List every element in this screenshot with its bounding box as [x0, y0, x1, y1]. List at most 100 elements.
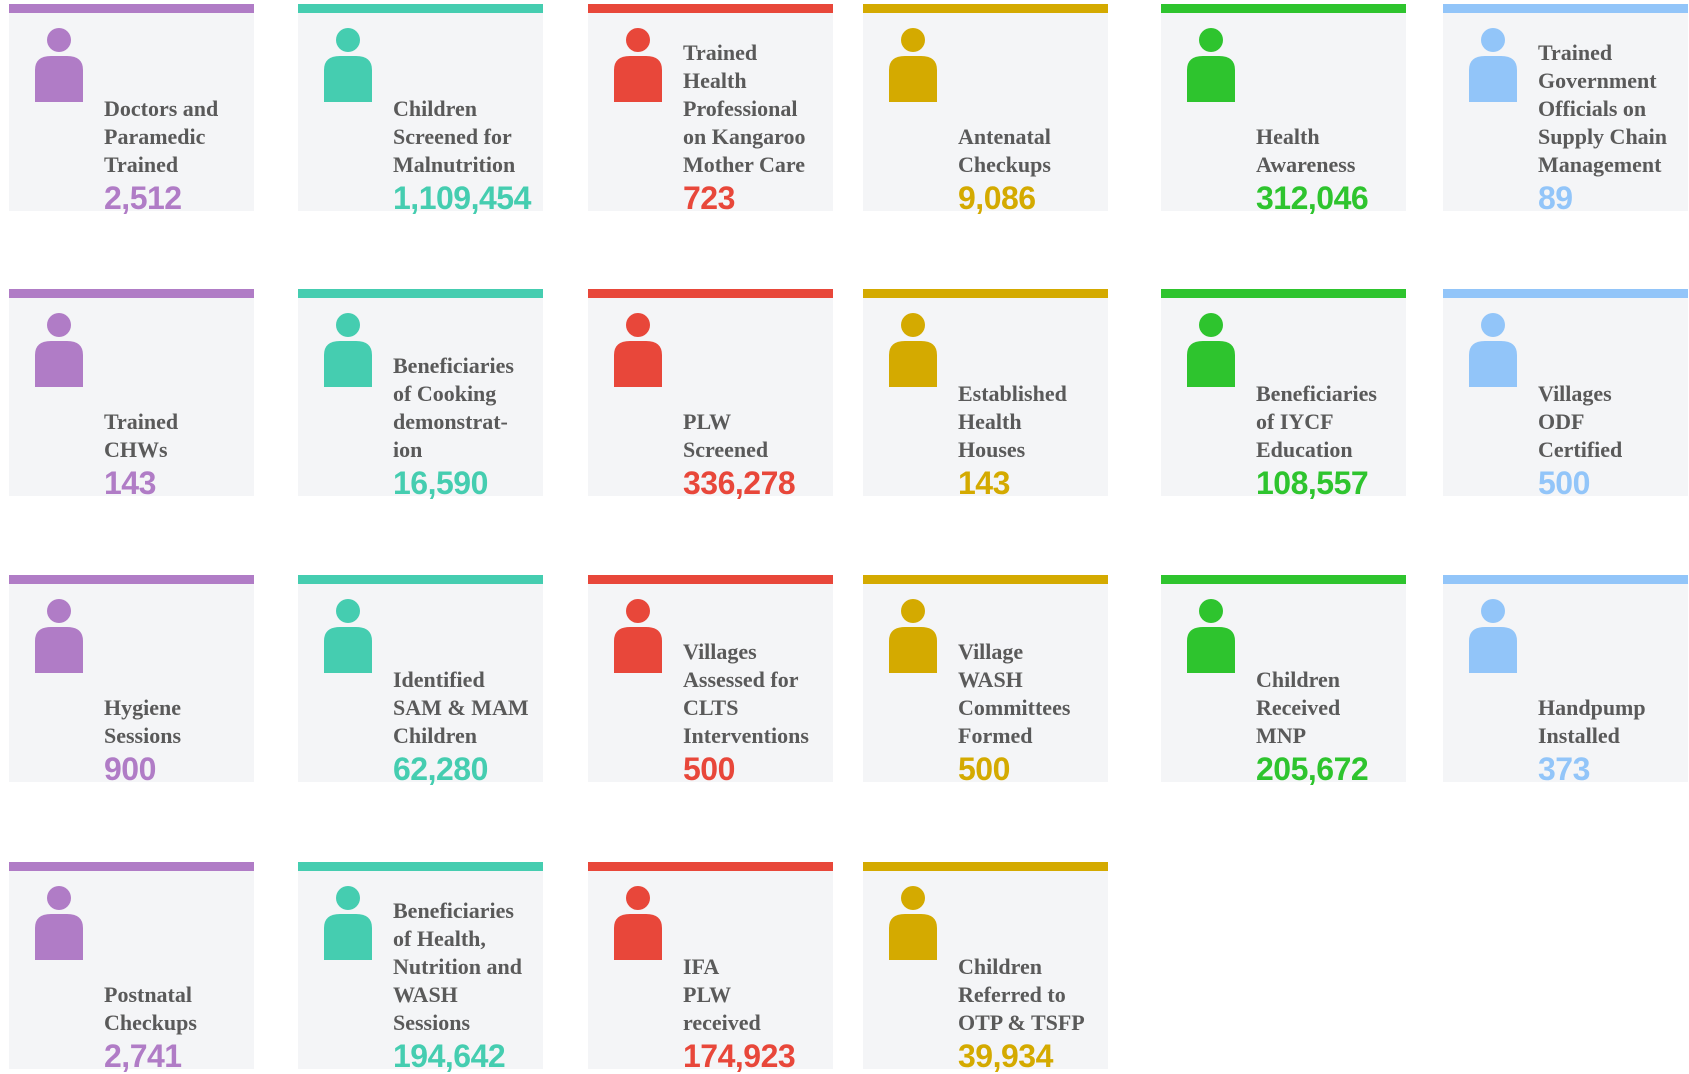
- card-label: Beneficiaries of Cooking demonstrat-ion: [393, 352, 514, 464]
- card-value: 900: [104, 751, 156, 787]
- card-label-line: Established: [958, 381, 1067, 406]
- card-label-line: PLW: [683, 982, 732, 1007]
- card-label-line: Checkups: [104, 1010, 197, 1035]
- card-label-line: Assessed for: [683, 667, 799, 692]
- card-icon: [889, 28, 937, 102]
- card-label-line: Mother Care: [683, 152, 805, 177]
- stat-card: Identified SAM & MAM Children 62,280: [298, 575, 543, 787]
- card-icon: [35, 886, 83, 960]
- card-icon: [1469, 599, 1517, 673]
- card-label: Identified SAM & MAM Children: [393, 666, 529, 750]
- card-label-line: CHWs: [104, 437, 168, 462]
- card-value: 373: [1538, 751, 1590, 787]
- card-icon: [614, 599, 662, 673]
- card-label-line: Installed: [1538, 723, 1620, 748]
- card-label: Handpump Installed: [1538, 694, 1646, 750]
- card-icon: [889, 886, 937, 960]
- stat-card: PLW Screened 336,278: [588, 289, 833, 501]
- card-label-line: WASH: [393, 982, 458, 1007]
- card-label-line: Villages: [683, 639, 757, 664]
- card-accent-bar: [9, 289, 254, 298]
- card-label-line: of IYCF: [1256, 409, 1334, 434]
- stat-card: Postnatal Checkups 2,741: [9, 862, 254, 1074]
- card-label: Villages ODF Certified: [1538, 380, 1622, 464]
- card-label: Children Received MNP: [1256, 666, 1340, 750]
- card-icon: [35, 28, 83, 102]
- card-label-line: SAM & MAM: [393, 695, 529, 720]
- card-value: 336,278: [683, 465, 796, 501]
- card-value: 174,923: [683, 1038, 796, 1074]
- card-label-line: Village: [958, 639, 1024, 664]
- card-label-line: Certified: [1538, 437, 1623, 462]
- card-label-line: of Cooking: [393, 381, 497, 406]
- card-label-line: Malnutrition: [393, 152, 516, 177]
- card-label-line: Trained: [1538, 40, 1613, 65]
- card-accent-bar: [588, 575, 833, 584]
- card-label: Doctors and Paramedic Trained: [104, 95, 218, 179]
- card-icon: [1187, 599, 1235, 673]
- card-label-line: Beneficiaries: [393, 353, 514, 378]
- card-label: Children Referred to OTP & TSFP: [958, 953, 1085, 1037]
- card-label-line: Doctors and: [104, 96, 219, 121]
- stat-card: Villages Assessed for CLTS Interventions 500: [588, 575, 833, 787]
- stat-card: Health Awareness 312,046: [1161, 4, 1406, 216]
- card-label-line: Hygiene: [104, 695, 181, 720]
- card-label-line: Awareness: [1256, 152, 1356, 177]
- card-value: 143: [104, 465, 156, 501]
- card-label-line: Sessions: [393, 1010, 471, 1035]
- card-accent-bar: [1161, 575, 1406, 584]
- card-accent-bar: [298, 289, 543, 298]
- stat-card: Doctors and Paramedic Trained 2,512: [9, 4, 254, 216]
- card-value: 9,086: [958, 180, 1036, 216]
- card-label-line: Received: [1256, 695, 1341, 720]
- card-accent-bar: [1443, 575, 1688, 584]
- stat-card: Children Screened for Malnutrition 1,109,45…: [298, 4, 543, 216]
- card-label-line: Beneficiaries: [393, 898, 514, 923]
- card-label-line: Nutrition and: [393, 954, 522, 979]
- stat-card: Established Health Houses 143: [863, 289, 1108, 501]
- card-accent-bar: [9, 862, 254, 871]
- card-accent-bar: [298, 575, 543, 584]
- card-accent-bar: [863, 289, 1108, 298]
- card-label-line: Handpump: [1538, 695, 1646, 720]
- card-label-line: Management: [1538, 152, 1662, 177]
- card-icon: [614, 28, 662, 102]
- card-label-line: Children: [1256, 667, 1340, 692]
- stat-card: Trained Government Officials on Supply Chai…: [1443, 4, 1688, 216]
- card-label-line: Identified: [393, 667, 485, 692]
- card-value: 39,934: [958, 1038, 1053, 1074]
- stat-card: Handpump Installed 373: [1443, 575, 1688, 787]
- card-label-line: Children: [393, 96, 477, 121]
- card-label-line: Trained: [104, 409, 179, 434]
- card-label-line: Checkups: [958, 152, 1051, 177]
- card-label-line: received: [683, 1010, 761, 1035]
- card-icon: [324, 28, 372, 102]
- card-value: 723: [683, 180, 735, 216]
- card-label-line: WASH: [958, 667, 1023, 692]
- stat-card: Antenatal Checkups 9,086: [863, 4, 1108, 216]
- card-label-line: Villages: [1538, 381, 1612, 406]
- card-label: Beneficiaries of Health, Nutrition and WASH…: [393, 897, 522, 1037]
- card-label-line: Formed: [958, 723, 1033, 748]
- stat-card: Children Received MNP 205,672: [1161, 575, 1406, 787]
- card-label-line: Postnatal: [104, 982, 192, 1007]
- card-label: Village WASH Committees Formed: [958, 638, 1070, 750]
- card-label: Established Health Houses: [958, 380, 1067, 464]
- card-label-line: Screened: [683, 437, 769, 462]
- card-value: 1,109,454: [393, 180, 531, 216]
- stat-card: Beneficiaries of Cooking demonstrat-ion 16,…: [298, 289, 543, 501]
- card-label-line: Health: [683, 68, 747, 93]
- card-icon: [35, 599, 83, 673]
- card-label: Trained Health Professional on Kangaroo Moth…: [683, 39, 805, 179]
- card-accent-bar: [863, 862, 1108, 871]
- stat-card: Hygiene Sessions 900: [9, 575, 254, 787]
- card-label-line: ion: [393, 437, 423, 462]
- card-label: Postnatal Checkups: [104, 981, 197, 1037]
- stat-card: Trained CHWs 143: [9, 289, 254, 501]
- card-label-line: Antenatal: [958, 124, 1051, 149]
- card-label: PLW Screened: [683, 408, 768, 464]
- card-value: 312,046: [1256, 180, 1369, 216]
- card-value: 500: [683, 751, 735, 787]
- stat-card: Villages ODF Certified 500: [1443, 289, 1688, 501]
